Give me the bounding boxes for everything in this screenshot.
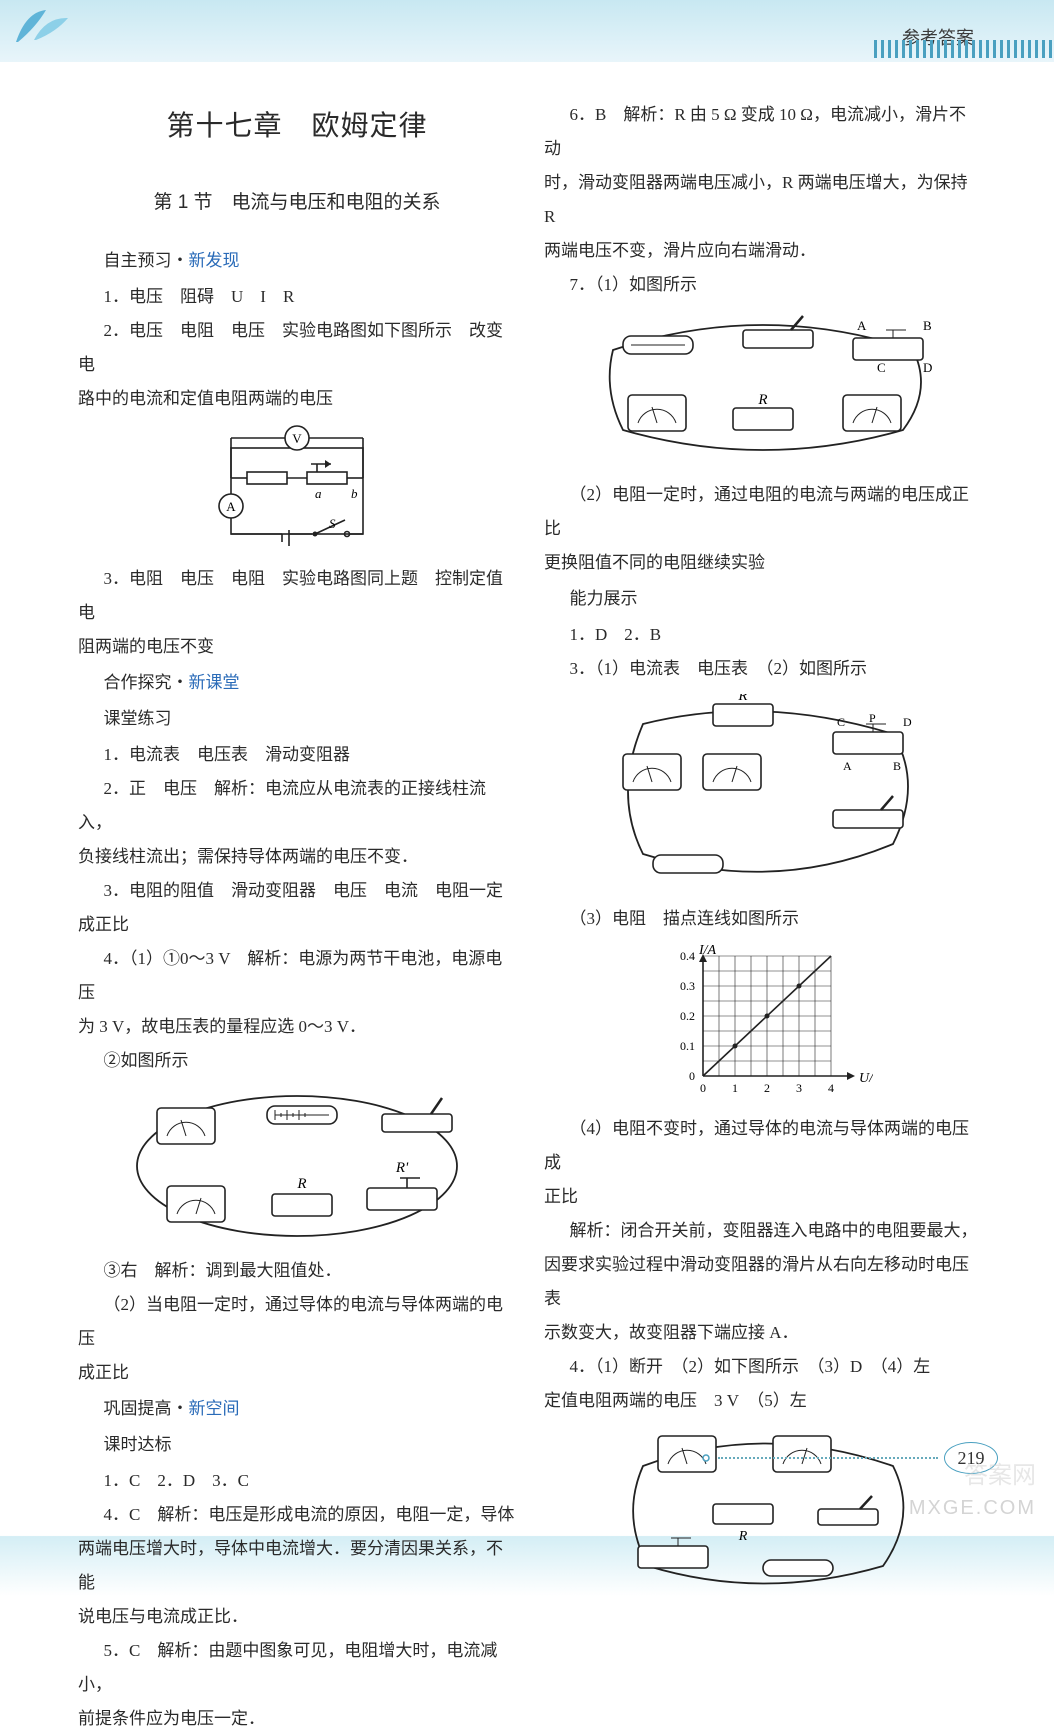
text: 1．D 2．B: [544, 618, 982, 652]
svg-text:A: A: [843, 759, 852, 773]
svg-text:3: 3: [796, 1081, 802, 1095]
svg-text:a: a: [315, 486, 322, 501]
text: 7．（1）如图所示: [544, 268, 982, 302]
chapter-title: 第十七章 欧姆定律: [78, 98, 516, 154]
text: 更换阻值不同的电阻继续实验: [544, 546, 982, 580]
figure-circuit-2: R R': [78, 1086, 516, 1246]
text: 1．C 2．D 3．C: [78, 1464, 516, 1498]
footer-dots: [718, 1457, 938, 1459]
text: 成正比: [78, 908, 516, 942]
svg-text:0: 0: [689, 1069, 695, 1083]
svg-text:2: 2: [764, 1081, 770, 1095]
subheading-practice: 课堂练习: [78, 702, 516, 736]
text: 1．电压 阻碍 U I R: [78, 280, 516, 314]
text: （3）电阻 描点连线如图所示: [544, 902, 982, 936]
text: 解析：闭合开关前，变阻器连入电路中的电阻要最大，: [544, 1214, 982, 1248]
subheading-preview: 自主预习・新发现: [78, 244, 516, 278]
sub-prefix: 巩固提高・: [104, 1399, 189, 1418]
text: （2）当电阻一定时，通过导体的电流与导体两端的电压: [78, 1288, 516, 1356]
text: 为 3 V，故电压表的量程应选 0～3 V．: [78, 1010, 516, 1044]
text: （4）电阻不变时，通过导体的电流与导体两端的电压成: [544, 1112, 982, 1180]
svg-text:0.1: 0.1: [680, 1039, 695, 1053]
text: 成正比: [78, 1356, 516, 1390]
leaf-icon: [6, 2, 76, 46]
header-stripes: [874, 40, 1054, 58]
figure-circuit-r2: R C P D A B: [544, 694, 982, 894]
text: 2．电压 电阻 电压 实验电路图如下图所示 改变电: [78, 314, 516, 382]
subheading-consolidate: 巩固提高・新空间: [78, 1392, 516, 1426]
sub-prefix: 合作探究・: [104, 673, 189, 692]
svg-text:R: R: [757, 392, 767, 408]
text: 3．电阻 电压 电阻 实验电路图同上题 控制定值电: [78, 562, 516, 630]
text: 5．C 解析：由题中图象可见，电阻增大时，电流减小，: [78, 1634, 516, 1702]
text: 因要求实验过程中滑动变阻器的滑片从右向左移动时电压表: [544, 1248, 982, 1316]
section-title: 第 1 节 电流与电压和电阻的关系: [78, 184, 516, 222]
svg-text:R: R: [296, 1176, 306, 1192]
right-column: 6．B 解析：R 由 5 Ω 变成 10 Ω，电流减小，滑片不动 时，滑动变阻器…: [544, 98, 982, 1736]
text: 负接线柱流出；需保持导体两端的电压不变．: [78, 840, 516, 874]
svg-text:R: R: [737, 694, 747, 704]
text: 时，滑动变阻器两端电压减小，R 两端电压增大，为保持 R: [544, 166, 982, 234]
text: 两端电压增大时，导体中电流增大．要分清因果关系，不能: [78, 1532, 516, 1600]
svg-text:D: D: [903, 715, 912, 729]
text: 4．（1）①0～3 V 解析：电源为两节干电池，电源电压: [78, 942, 516, 1010]
svg-text:R': R': [395, 1160, 409, 1176]
svg-text:S: S: [329, 516, 336, 531]
svg-text:R: R: [738, 1529, 748, 1544]
page-footer: 219: [700, 1442, 998, 1474]
svg-text:U/V: U/V: [859, 1071, 873, 1086]
text: 路中的电流和定值电阻两端的电压: [78, 382, 516, 416]
page-header: 参考答案: [0, 0, 1054, 62]
text: 2．正 电压 解析：电流应从电流表的正接线柱流入，: [78, 772, 516, 840]
svg-text:0.4: 0.4: [680, 949, 695, 963]
sub-prefix: 自主预习・: [104, 251, 189, 270]
text: ②如图所示: [78, 1044, 516, 1078]
text: 3．（1）电流表 电压表 （2）如图所示: [544, 652, 982, 686]
figure-circuit-1: V a b A: [78, 424, 516, 554]
svg-text:V: V: [292, 431, 302, 446]
subheading-timed: 课时达标: [78, 1428, 516, 1462]
svg-text:B: B: [923, 318, 932, 333]
text: 3．电阻的阻值 滑动变阻器 电压 电流 电阻一定: [78, 874, 516, 908]
svg-text:P: P: [869, 711, 876, 725]
svg-text:b: b: [351, 486, 358, 501]
text: （2）电阻一定时，通过电阻的电流与两端的电压成正比: [544, 478, 982, 546]
subheading-explore: 合作探究・新课堂: [78, 666, 516, 700]
text: 4．C 解析：电压是形成电流的原因，电阻一定，导体: [78, 1498, 516, 1532]
svg-text:B: B: [893, 759, 901, 773]
text: 说电压与电流成正比．: [78, 1600, 516, 1634]
watermark-url: MXGE.COM: [909, 1497, 1036, 1520]
text: 定值电阻两端的电压 3 V （5）左: [544, 1384, 982, 1418]
text: 前提条件应为电压一定．: [78, 1702, 516, 1736]
text: 1．电流表 电压表 滑动变阻器: [78, 738, 516, 772]
figure-chart: I/A U/V 00.10.20.30.401234: [544, 944, 982, 1104]
text: 4．（1）断开 （2）如下图所示 （3）D （4）左: [544, 1350, 982, 1384]
svg-text:4: 4: [828, 1081, 834, 1095]
figure-circuit-r1: A B C D R: [544, 310, 982, 470]
text: ③右 解析：调到最大阻值处．: [78, 1254, 516, 1288]
svg-text:D: D: [923, 360, 932, 375]
text: 示数变大，故变阻器下端应接 A．: [544, 1316, 982, 1350]
text: 正比: [544, 1180, 982, 1214]
svg-text:C: C: [837, 715, 845, 729]
sub-blue: 新空间: [189, 1399, 240, 1418]
svg-text:0: 0: [700, 1081, 706, 1095]
text: 阻两端的电压不变: [78, 630, 516, 664]
svg-text:0.2: 0.2: [680, 1009, 695, 1023]
text: 6．B 解析：R 由 5 Ω 变成 10 Ω，电流减小，滑片不动: [544, 98, 982, 166]
svg-text:A: A: [226, 499, 236, 514]
svg-text:0.3: 0.3: [680, 979, 695, 993]
sub-blue: 新课堂: [189, 673, 240, 692]
content-area: 第十七章 欧姆定律 第 1 节 电流与电压和电阻的关系 自主预习・新发现 1．电…: [0, 62, 1054, 1736]
text: 两端电压不变，滑片应向右端滑动．: [544, 234, 982, 268]
watermark-cn: 答案网: [964, 1455, 1036, 1490]
svg-text:1: 1: [732, 1081, 738, 1095]
svg-text:C: C: [877, 360, 886, 375]
left-column: 第十七章 欧姆定律 第 1 节 电流与电压和电阻的关系 自主预习・新发现 1．电…: [78, 98, 516, 1736]
subheading-ability: 能力展示: [544, 582, 982, 616]
sub-blue: 新发现: [189, 251, 240, 270]
dot-icon: [700, 1452, 712, 1464]
svg-text:A: A: [857, 318, 867, 333]
